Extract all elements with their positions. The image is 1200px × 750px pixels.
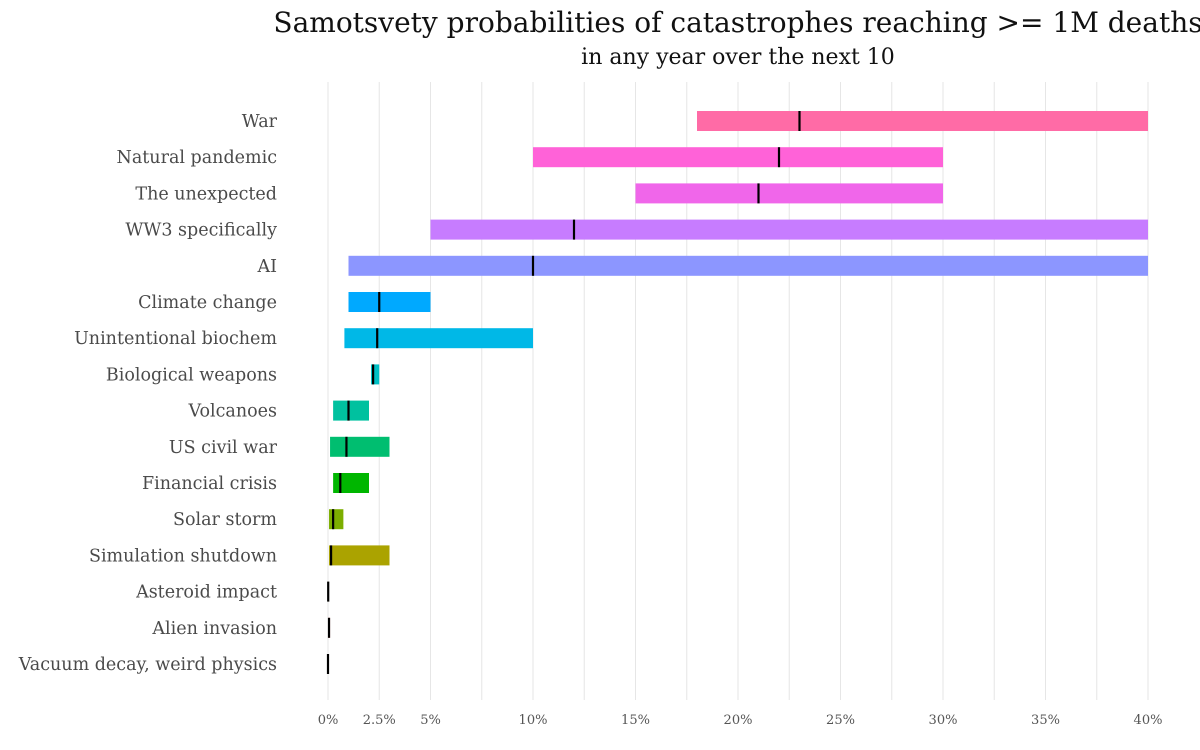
range-bar xyxy=(348,292,431,312)
category-label: WW3 specifically xyxy=(125,221,277,241)
x-tick-label: 10% xyxy=(519,713,548,728)
range-bar xyxy=(329,509,344,530)
chart-title: Samotsvety probabilities of catastrophes… xyxy=(273,6,1200,39)
x-tick-label: 35% xyxy=(1031,713,1060,728)
category-labels: War Natural pandemic The unexpected WW3 spe… xyxy=(18,112,278,675)
range-bar xyxy=(330,436,390,457)
category-label: The unexpected xyxy=(135,184,277,204)
category-label: Biological weapons xyxy=(106,365,277,385)
category-label: US civil war xyxy=(169,438,278,458)
bars xyxy=(326,111,1148,674)
chart-subtitle: in any year over the next 10 xyxy=(581,45,895,70)
category-label: Volcanoes xyxy=(187,402,277,422)
x-axis-ticks: 0% 2.5% 5% 10% 15% 20% 25% 30% 35% 40% xyxy=(318,713,1163,728)
category-label: Asteroid impact xyxy=(135,583,277,603)
range-bar xyxy=(635,183,943,204)
category-label: War xyxy=(242,112,278,132)
gridlines xyxy=(327,82,1149,700)
x-tick-label: 15% xyxy=(621,713,650,728)
range-bar xyxy=(333,400,369,421)
range-bar xyxy=(348,255,1148,276)
range-bar xyxy=(329,545,390,566)
range-bar xyxy=(430,219,1148,240)
range-bar xyxy=(533,147,943,168)
category-label: Simulation shutdown xyxy=(89,546,277,566)
x-tick-label: 40% xyxy=(1134,713,1163,728)
category-label: AI xyxy=(256,257,277,277)
category-label: Alien invasion xyxy=(151,619,277,639)
category-label: Financial crisis xyxy=(142,474,277,494)
x-tick-label: 25% xyxy=(826,713,855,728)
category-label: Vacuum decay, weird physics xyxy=(18,655,277,675)
category-label: Solar storm xyxy=(173,510,277,530)
range-bar xyxy=(333,473,369,493)
x-tick-label: 5% xyxy=(420,713,441,728)
x-tick-label: 0% xyxy=(318,713,339,728)
range-bar xyxy=(371,364,380,385)
x-tick-label: 20% xyxy=(724,713,753,728)
category-label: Natural pandemic xyxy=(117,148,277,168)
category-label: Climate change xyxy=(138,293,277,313)
x-tick-label: 2.5% xyxy=(363,713,396,728)
x-tick-label: 30% xyxy=(929,713,958,728)
range-bar xyxy=(697,111,1148,131)
range-bar xyxy=(344,328,533,349)
category-label: Unintentional biochem xyxy=(74,329,277,349)
